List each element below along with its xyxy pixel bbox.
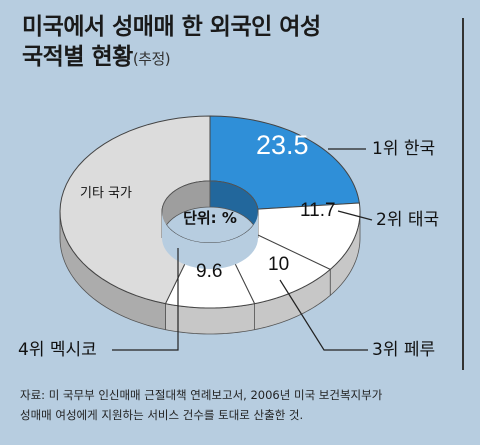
slice-value-0: 23.5 [256,130,309,160]
title-line-1: 미국에서 성매매 한 외국인 여성 [22,14,321,40]
leader-line-1 [337,210,373,221]
source-note: 자료: 미 국무부 인신매매 근절대책 연례보고서, 2006년 미국 보건복지… [20,385,460,425]
leader-line-2 [279,279,368,351]
source-line-2: 성매매 여성에게 지원하는 서비스 건수를 토대로 산출한 것. [20,408,304,422]
slice-label-3: 4위 멕시코 [18,340,97,360]
chart-title: 미국에서 성매매 한 외국인 여성 국적별 현황(추정) [22,12,321,74]
title-line-2-main: 국적별 현황 [22,44,133,70]
source-line-1: 자료: 미 국무부 인신매매 근절대책 연례보고서, 2006년 미국 보건복지… [20,388,383,402]
slice-label-2: 3위 페루 [372,340,435,360]
slice-label-0: 1위 한국 [372,139,435,159]
frame-divider [462,18,464,370]
slice-label-1: 2위 태국 [376,210,439,230]
slice-value-1: 11.7 [300,200,336,221]
title-note: (추정) [132,50,171,68]
slice-value-3: 9.6 [196,261,222,282]
unit-label: 단위: % [183,209,237,227]
slice-value-2: 10 [268,254,289,275]
title-line-2: 국적별 현황(추정) [22,42,321,74]
donut-hole-floor [162,212,258,269]
slice-label-4: 기타 국가 [80,186,132,201]
leader-line-3 [112,248,179,351]
